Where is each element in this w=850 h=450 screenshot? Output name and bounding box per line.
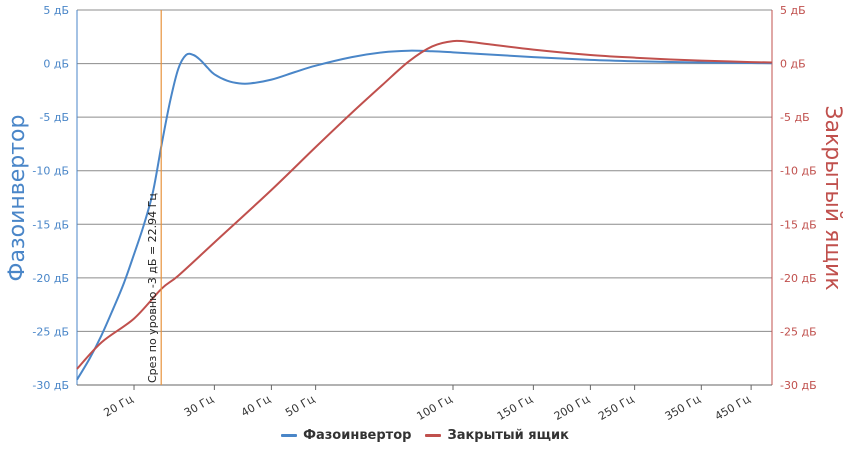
x-tick-label: 30 Гц bbox=[182, 392, 216, 419]
x-tick-label: 450 Гц bbox=[713, 392, 753, 423]
right-tick-label: -20 дБ bbox=[780, 272, 817, 285]
right-tick-label: 5 дБ bbox=[780, 4, 806, 17]
left-tick-label: -20 дБ bbox=[32, 272, 69, 285]
series-line-0 bbox=[76, 49, 773, 381]
right-axis-title: Закрытый ящик bbox=[820, 105, 845, 290]
left-axis-title: Фазоинвертор bbox=[5, 115, 30, 282]
left-tick-label: -25 дБ bbox=[32, 325, 69, 338]
right-tick-label: -10 дБ bbox=[780, 165, 817, 178]
right-tick-label: -15 дБ bbox=[780, 218, 817, 231]
right-tick-label: 0 дБ bbox=[780, 58, 806, 71]
legend-swatch-closed-box bbox=[425, 434, 442, 437]
x-tick-label: 20 Гц bbox=[102, 392, 136, 419]
x-tick-label: 200 Гц bbox=[552, 392, 592, 423]
left-tick-label: 5 дБ bbox=[43, 4, 69, 17]
frequency-response-chart: 5 дБ 0 дБ -5 дБ -10 дБ -15 дБ -20 дБ -25 дБ -30… bbox=[5, 4, 845, 423]
legend-label-closed-box: Закрытый ящик bbox=[447, 428, 569, 443]
cutoff-marker-label: Срез по уровню -3 дБ = 22.94 Гц bbox=[146, 193, 159, 383]
x-tick-label: 100 Гц bbox=[414, 392, 454, 423]
left-tick-label: 0 дБ bbox=[43, 58, 69, 71]
legend-swatch-bass-reflex bbox=[281, 434, 298, 437]
series-lines bbox=[76, 39, 773, 381]
legend-label-bass-reflex: Фазоинвертор bbox=[303, 428, 412, 443]
x-tick-label: 350 Гц bbox=[663, 392, 703, 423]
left-tick-label: -15 дБ bbox=[32, 218, 69, 231]
grid-lines bbox=[77, 9, 772, 386]
x-tick-label: 40 Гц bbox=[239, 392, 273, 419]
chart-legend: Фазоинвертор Закрытый ящик bbox=[0, 428, 850, 443]
series-line-1 bbox=[76, 39, 773, 370]
right-tick-label: -25 дБ bbox=[780, 325, 817, 338]
left-tick-label: -30 дБ bbox=[32, 379, 69, 392]
right-tick-label: -5 дБ bbox=[780, 111, 810, 124]
legend-item-bass-reflex[interactable]: Фазоинвертор bbox=[281, 428, 411, 443]
x-tick-label: 250 Гц bbox=[596, 392, 636, 423]
x-tick-label: 150 Гц bbox=[495, 392, 535, 423]
left-tick-label: -5 дБ bbox=[39, 111, 69, 124]
right-tick-label: -30 дБ bbox=[780, 379, 817, 392]
cutoff-marker: Срез по уровню -3 дБ = 22.94 Гц bbox=[146, 10, 162, 385]
left-tick-label: -10 дБ bbox=[32, 165, 69, 178]
legend-item-closed-box[interactable]: Закрытый ящик bbox=[425, 428, 569, 443]
x-tick-label: 50 Гц bbox=[283, 392, 317, 419]
